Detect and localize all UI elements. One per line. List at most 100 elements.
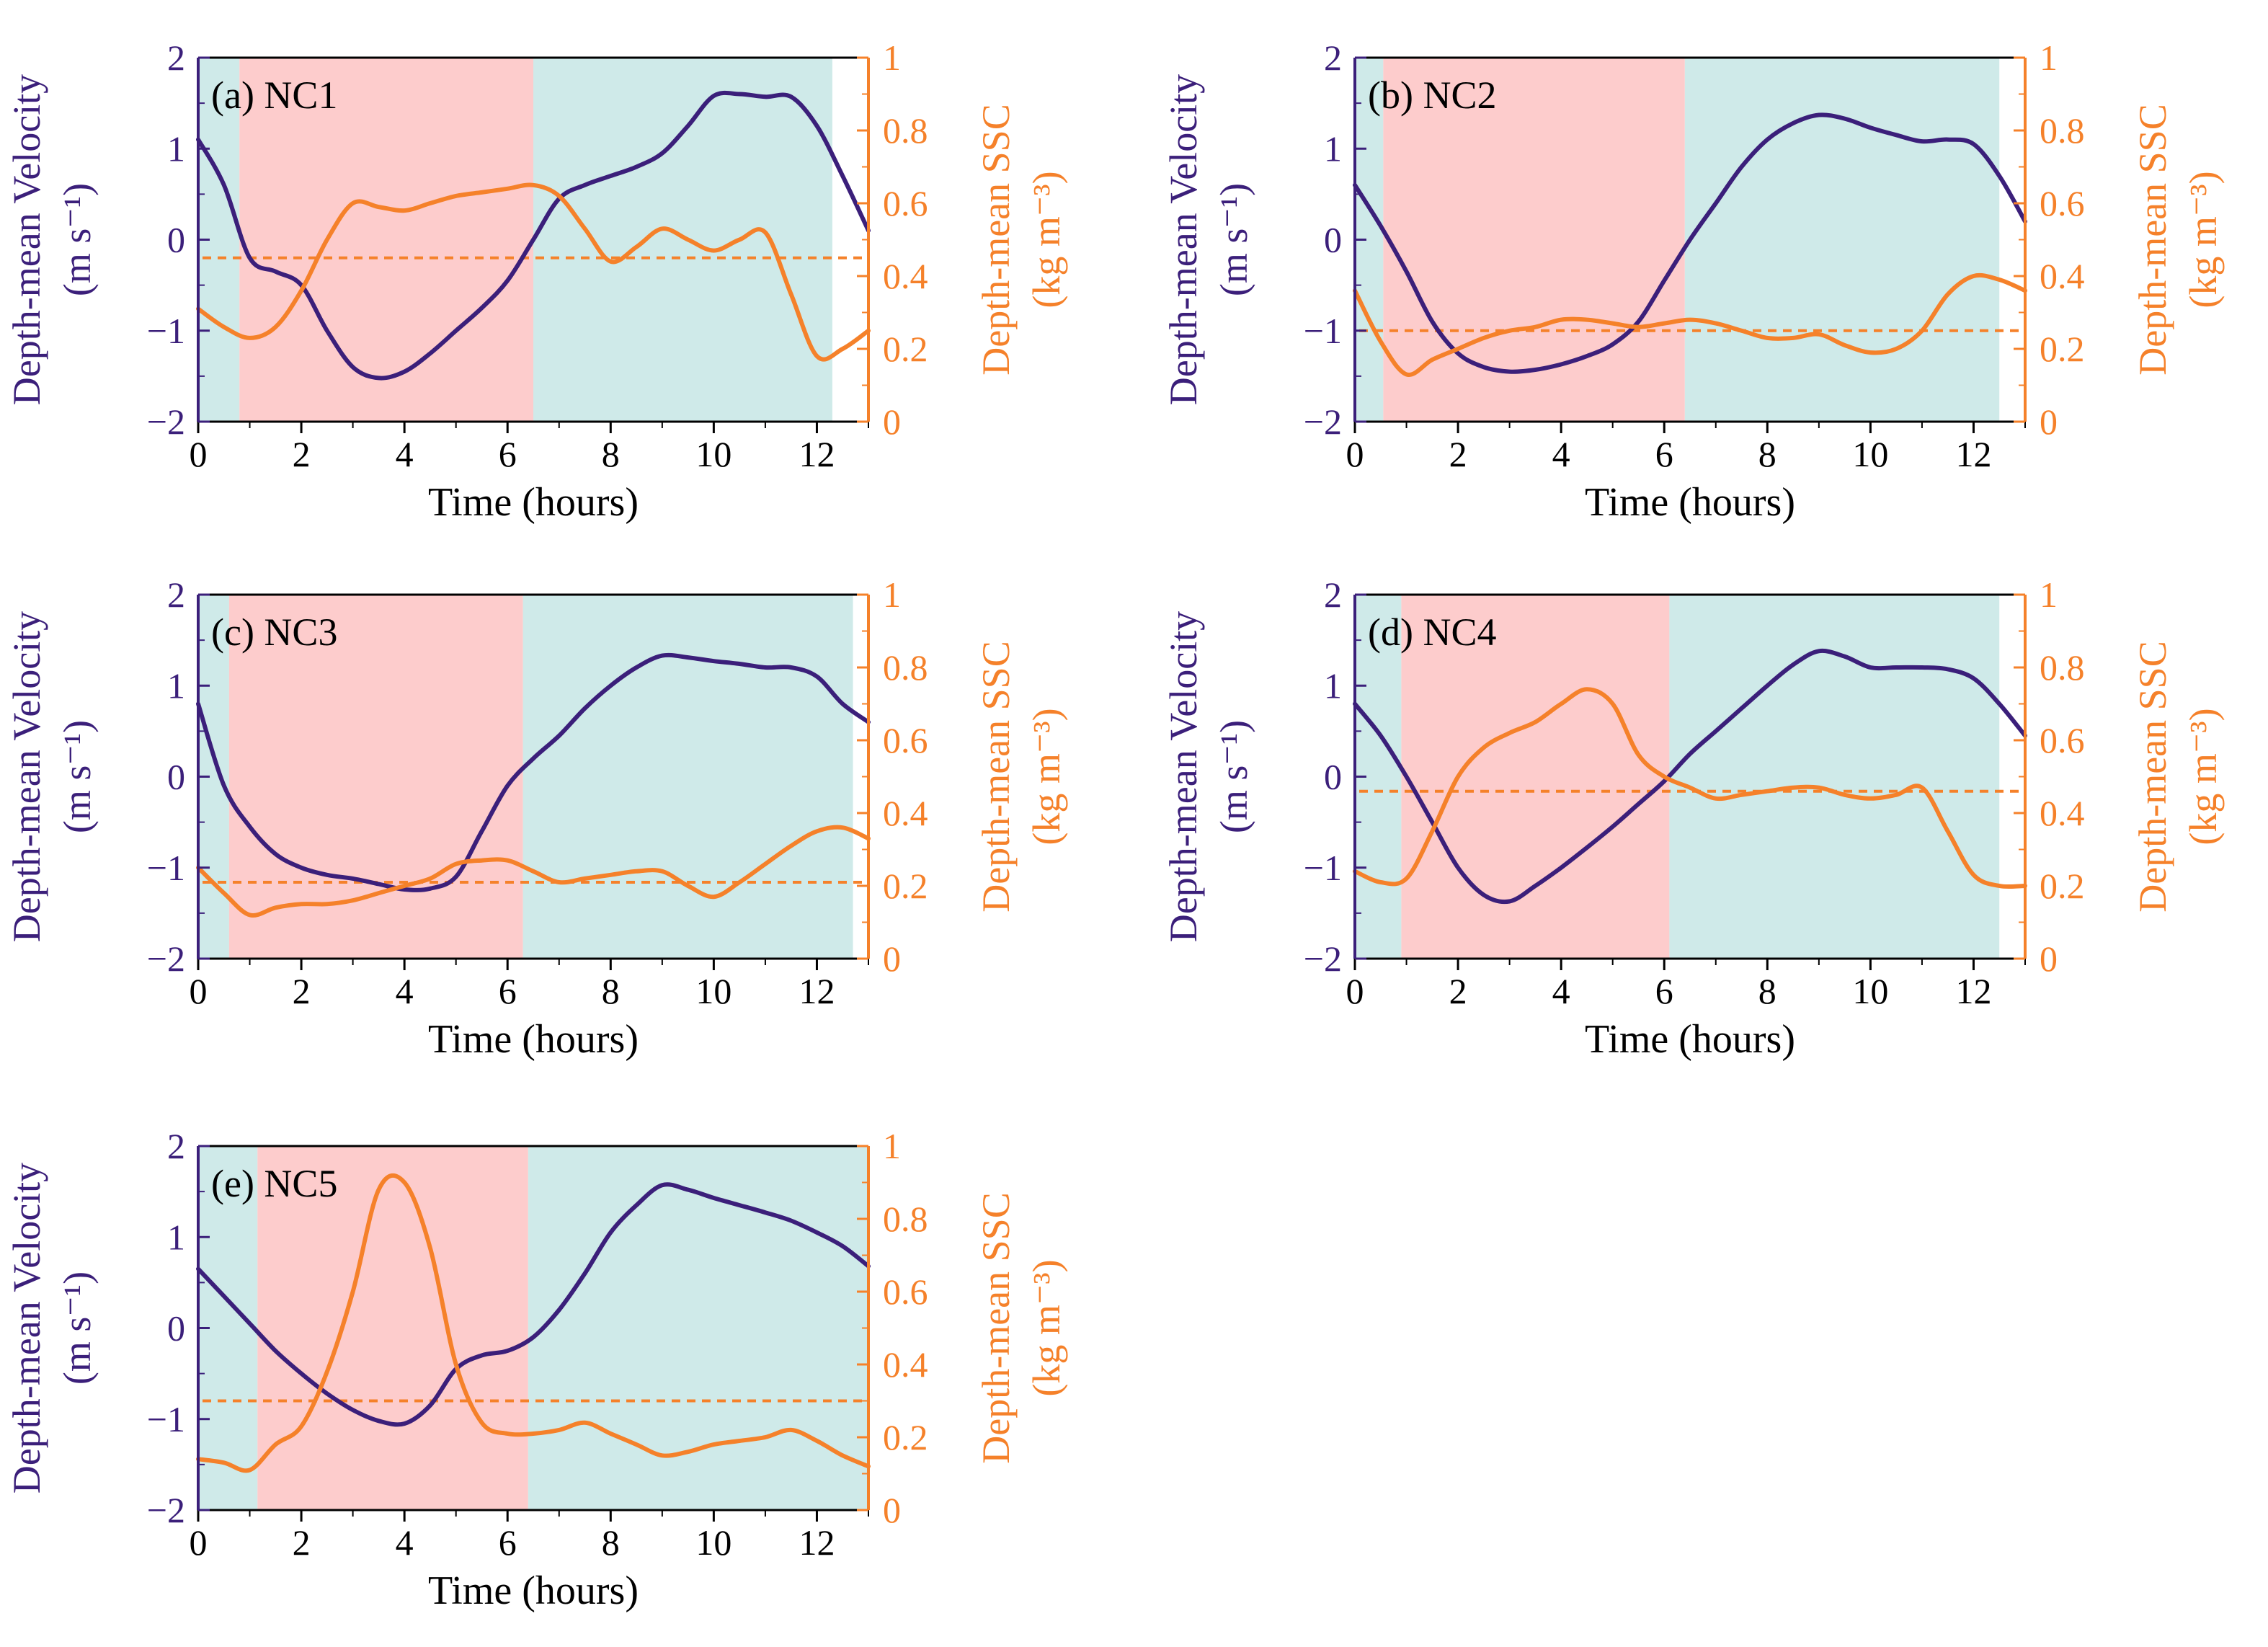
velocity-series-line: [196, 1182, 871, 1427]
ssc-series-line: [196, 182, 871, 362]
panel-title: (e) NC5: [211, 1162, 337, 1205]
x-tick-label: 12: [1955, 434, 1991, 474]
x-tick-label: 4: [396, 971, 414, 1011]
left-y-tick-label: −2: [1304, 401, 1342, 442]
left-y-axis-units: (m s⁻¹): [55, 183, 99, 296]
x-tick-label: 0: [190, 971, 208, 1011]
x-tick-label: 4: [1552, 971, 1570, 1011]
ssc-series-line: [196, 1173, 871, 1473]
right-y-tick-label: 0: [2040, 401, 2058, 442]
x-tick-label: 2: [293, 1522, 311, 1563]
left-y-tick-label: −2: [147, 938, 185, 979]
x-tick-label: 2: [293, 971, 311, 1011]
x-tick-label: 4: [396, 434, 414, 474]
left-y-axis-title: Depth-mean Velocity: [1162, 74, 1205, 405]
x-tick-label: 2: [293, 434, 311, 474]
right-y-tick-label: 0.2: [883, 329, 928, 369]
right-y-tick-label: 0.6: [883, 1271, 928, 1312]
left-y-tick-label: 1: [167, 1217, 185, 1257]
left-y-tick-label: −1: [1304, 848, 1342, 888]
panel-title: (b) NC2: [1368, 74, 1496, 117]
x-tick-label: 6: [1655, 971, 1673, 1011]
x-tick-label: 0: [1346, 971, 1364, 1011]
flood-phase-shading: [1401, 595, 1670, 959]
ssc-series-line: [196, 825, 871, 918]
left-y-tick-label: −1: [147, 848, 185, 888]
right-y-axis-units: (kg m⁻³): [1025, 708, 1068, 845]
right-y-tick-label: 0.2: [2040, 866, 2085, 906]
x-tick-label: 10: [695, 971, 731, 1011]
right-y-tick-label: 1: [883, 37, 901, 78]
left-y-tick-label: 2: [1324, 37, 1342, 78]
x-tick-label: 8: [602, 971, 620, 1011]
velocity-series-line: [196, 652, 871, 892]
right-y-tick-label: 0.4: [2040, 256, 2085, 296]
x-tick-label: 10: [695, 434, 731, 474]
right-y-tick-label: 1: [883, 1126, 901, 1166]
x-tick-label: 4: [1552, 434, 1570, 474]
right-y-axis-title: Depth-mean SSC: [974, 1192, 1018, 1463]
right-y-axis-title: Depth-mean SSC: [974, 104, 1018, 375]
left-y-tick-label: 0: [167, 1308, 185, 1349]
x-tick-label: 12: [799, 1522, 835, 1563]
right-y-tick-label: 0.8: [883, 110, 928, 151]
right-y-tick-label: 0.8: [883, 1199, 928, 1239]
left-y-tick-label: −2: [147, 1490, 185, 1530]
flood-phase-shading: [239, 58, 533, 422]
right-y-tick-label: 0.8: [2040, 110, 2085, 151]
x-tick-label: 8: [1758, 434, 1776, 474]
right-y-tick-label: 0: [883, 401, 901, 442]
x-tick-label: 8: [602, 434, 620, 474]
right-y-tick-label: 1: [883, 574, 901, 615]
x-tick-label: 12: [1955, 971, 1991, 1011]
x-axis-title: Time (hours): [428, 1017, 639, 1062]
right-y-axis-title: Depth-mean SSC: [2131, 104, 2174, 375]
right-y-tick-label: 0.4: [883, 1344, 928, 1385]
left-y-tick-label: −2: [1304, 938, 1342, 979]
panel-title: (d) NC4: [1368, 611, 1496, 654]
left-y-tick-label: 0: [1324, 757, 1342, 797]
left-y-tick-label: 1: [167, 128, 185, 169]
left-y-tick-label: 1: [1324, 128, 1342, 169]
x-tick-label: 12: [799, 971, 835, 1011]
x-tick-label: 4: [396, 1522, 414, 1563]
flood-phase-shading: [228, 595, 523, 959]
x-axis-title: Time (hours): [428, 1568, 639, 1613]
right-y-tick-label: 0: [883, 938, 901, 979]
right-y-tick-label: 0.2: [883, 866, 928, 906]
right-y-tick-label: 0.4: [2040, 793, 2085, 833]
x-tick-label: 10: [695, 1522, 731, 1563]
right-y-axis-units: (kg m⁻³): [1025, 171, 1068, 308]
x-tick-label: 10: [1852, 434, 1888, 474]
left-y-tick-label: −1: [147, 311, 185, 351]
x-axis-title: Time (hours): [1585, 480, 1795, 525]
left-y-axis-units: (m s⁻¹): [55, 720, 99, 833]
left-y-tick-label: 2: [167, 37, 185, 78]
left-y-tick-label: 1: [167, 665, 185, 706]
left-y-tick-label: 2: [167, 574, 185, 615]
x-axis-title: Time (hours): [1585, 1017, 1795, 1062]
right-y-axis-units: (kg m⁻³): [2182, 171, 2225, 308]
right-y-tick-label: 0.2: [883, 1417, 928, 1457]
right-y-axis-units: (kg m⁻³): [1025, 1259, 1068, 1396]
left-y-axis-title: Depth-mean Velocity: [5, 611, 48, 942]
right-y-tick-label: 0: [2040, 938, 2058, 979]
left-y-axis-units: (m s⁻¹): [1212, 720, 1255, 833]
x-tick-label: 8: [1758, 971, 1776, 1011]
x-tick-label: 6: [499, 1522, 517, 1563]
right-y-tick-label: 0: [883, 1490, 901, 1530]
ebb-phase-shading: [533, 58, 832, 422]
left-y-tick-label: 0: [167, 757, 185, 797]
ssc-series-line: [1353, 272, 2027, 377]
right-y-axis-units: (kg m⁻³): [2182, 708, 2225, 845]
ebb-phase-shading: [1684, 58, 2000, 422]
ebb-phase-shading: [528, 1146, 868, 1510]
left-y-tick-label: −1: [147, 1399, 185, 1439]
velocity-series-line: [1353, 112, 2027, 374]
